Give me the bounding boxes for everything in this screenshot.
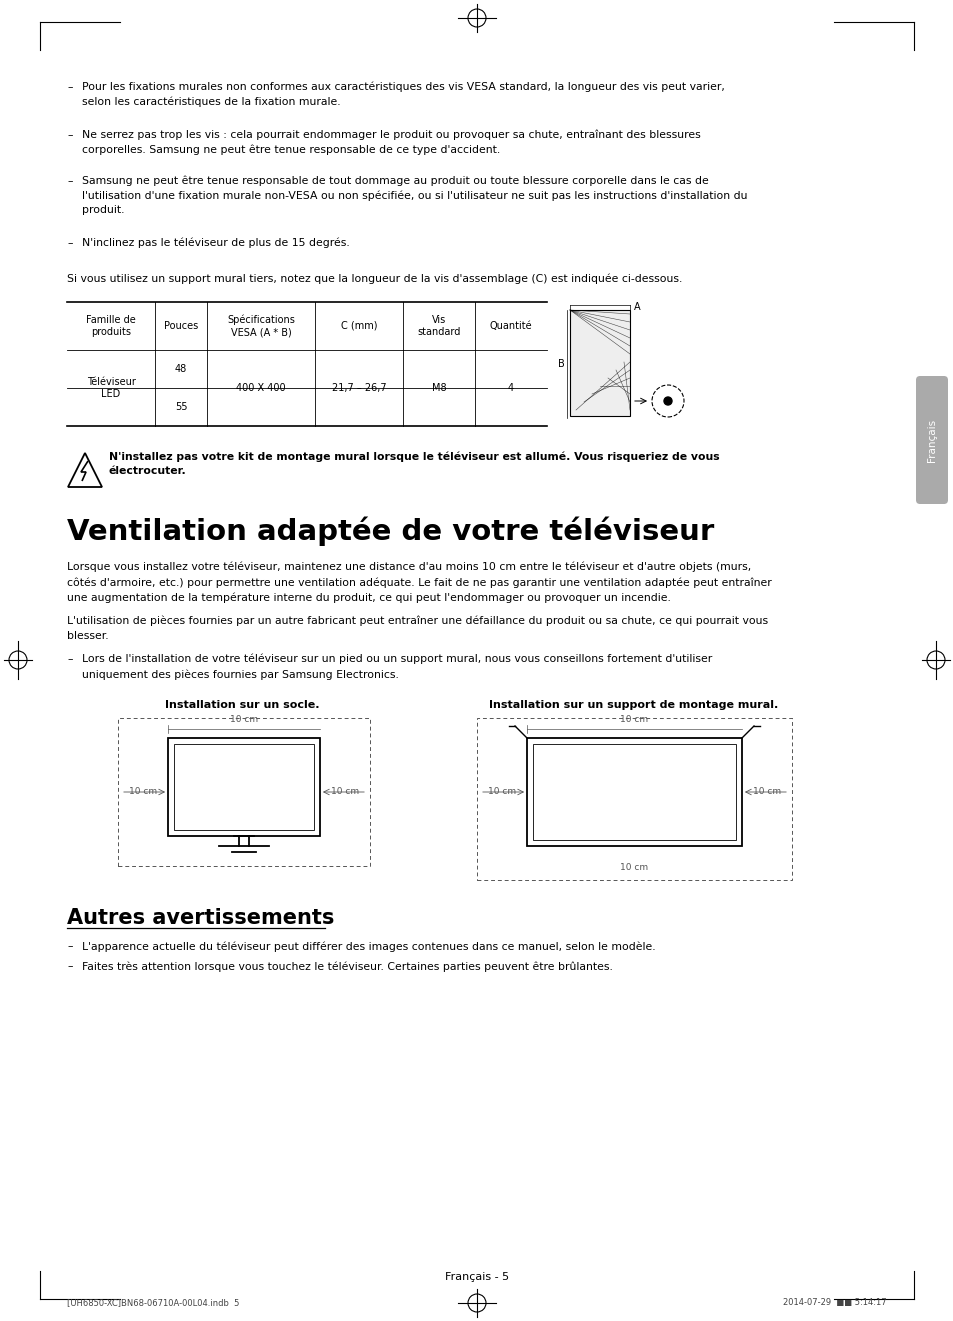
Text: 21,7 – 26,7: 21,7 – 26,7 bbox=[332, 383, 386, 394]
Text: 10 cm: 10 cm bbox=[619, 864, 648, 872]
Text: 4: 4 bbox=[507, 383, 514, 394]
Text: M8: M8 bbox=[432, 383, 446, 394]
Text: L'utilisation de pièces fournies par un autre fabricant peut entraîner une défai: L'utilisation de pièces fournies par un … bbox=[67, 616, 767, 641]
Text: Quantité: Quantité bbox=[489, 321, 532, 332]
Text: [UH6850-XC]BN68-06710A-00L04.indb  5: [UH6850-XC]BN68-06710A-00L04.indb 5 bbox=[67, 1299, 239, 1306]
Text: –: – bbox=[67, 654, 72, 664]
Text: 10 cm: 10 cm bbox=[619, 715, 648, 724]
Text: Faites très attention lorsque vous touchez le téléviseur. Certaines parties peuv: Faites très attention lorsque vous touch… bbox=[82, 960, 612, 971]
Text: Installation sur un socle.: Installation sur un socle. bbox=[165, 700, 319, 709]
Text: –: – bbox=[67, 176, 72, 186]
Text: 2014-07-29  ■■ 5:14:17: 2014-07-29 ■■ 5:14:17 bbox=[782, 1299, 886, 1306]
Text: 10 cm: 10 cm bbox=[230, 715, 258, 724]
Text: Pour les fixations murales non conformes aux caractéristiques des vis VESA stand: Pour les fixations murales non conformes… bbox=[82, 82, 724, 107]
Text: L'apparence actuelle du téléviseur peut différer des images contenues dans ce ma: L'apparence actuelle du téléviseur peut … bbox=[82, 941, 655, 951]
Text: –: – bbox=[67, 129, 72, 140]
Text: N'inclinez pas le téléviseur de plus de 15 degrés.: N'inclinez pas le téléviseur de plus de … bbox=[82, 238, 350, 248]
Bar bbox=[526, 738, 741, 845]
Text: Pouces: Pouces bbox=[164, 321, 198, 332]
Bar bbox=[118, 719, 370, 867]
Text: Si vous utilisez un support mural tiers, notez que la longueur de la vis d'assem: Si vous utilisez un support mural tiers,… bbox=[67, 273, 681, 284]
Text: Français - 5: Français - 5 bbox=[444, 1272, 509, 1281]
Text: Lors de l'installation de votre téléviseur sur un pied ou un support mural, nous: Lors de l'installation de votre télévise… bbox=[82, 654, 712, 680]
Text: Ne serrez pas trop les vis : cela pourrait endommager le produit ou provoquer sa: Ne serrez pas trop les vis : cela pourra… bbox=[82, 129, 700, 156]
Text: Spécifications
VESA (A * B): Spécifications VESA (A * B) bbox=[227, 314, 294, 337]
Text: Installation sur un support de montage mural.: Installation sur un support de montage m… bbox=[489, 700, 778, 709]
Text: 10 cm: 10 cm bbox=[331, 787, 358, 797]
Text: Lorsque vous installez votre téléviseur, maintenez une distance d'au moins 10 cm: Lorsque vous installez votre téléviseur,… bbox=[67, 561, 771, 602]
Bar bbox=[533, 744, 735, 840]
Text: 48: 48 bbox=[174, 365, 187, 374]
Text: 55: 55 bbox=[174, 402, 187, 412]
FancyBboxPatch shape bbox=[915, 376, 947, 505]
Bar bbox=[476, 719, 791, 880]
Text: –: – bbox=[67, 960, 72, 971]
Bar bbox=[173, 744, 314, 830]
Text: Vis
standard: Vis standard bbox=[416, 314, 460, 337]
Circle shape bbox=[663, 398, 671, 406]
Text: Ventilation adaptée de votre téléviseur: Ventilation adaptée de votre téléviseur bbox=[67, 517, 714, 546]
Bar bbox=[569, 310, 629, 416]
Text: A: A bbox=[634, 303, 640, 312]
Text: Autres avertissements: Autres avertissements bbox=[67, 908, 334, 927]
Text: –: – bbox=[67, 238, 72, 248]
Text: B: B bbox=[558, 359, 564, 369]
Text: 10 cm: 10 cm bbox=[752, 787, 781, 797]
Text: Famille de
produits: Famille de produits bbox=[86, 314, 135, 337]
Text: 400 X 400: 400 X 400 bbox=[236, 383, 286, 394]
Text: Français: Français bbox=[926, 419, 936, 461]
Text: –: – bbox=[67, 82, 72, 92]
Text: N'installez pas votre kit de montage mural lorsque le téléviseur est allumé. Vou: N'installez pas votre kit de montage mur… bbox=[109, 452, 719, 477]
Text: 10 cm: 10 cm bbox=[487, 787, 516, 797]
Bar bbox=[168, 738, 319, 836]
Text: C (mm): C (mm) bbox=[340, 321, 376, 332]
Text: Téléviseur
LED: Téléviseur LED bbox=[87, 376, 135, 399]
Text: –: – bbox=[67, 941, 72, 951]
Text: Samsung ne peut être tenue responsable de tout dommage au produit ou toute bless: Samsung ne peut être tenue responsable d… bbox=[82, 176, 747, 215]
Text: 10 cm: 10 cm bbox=[129, 787, 157, 797]
